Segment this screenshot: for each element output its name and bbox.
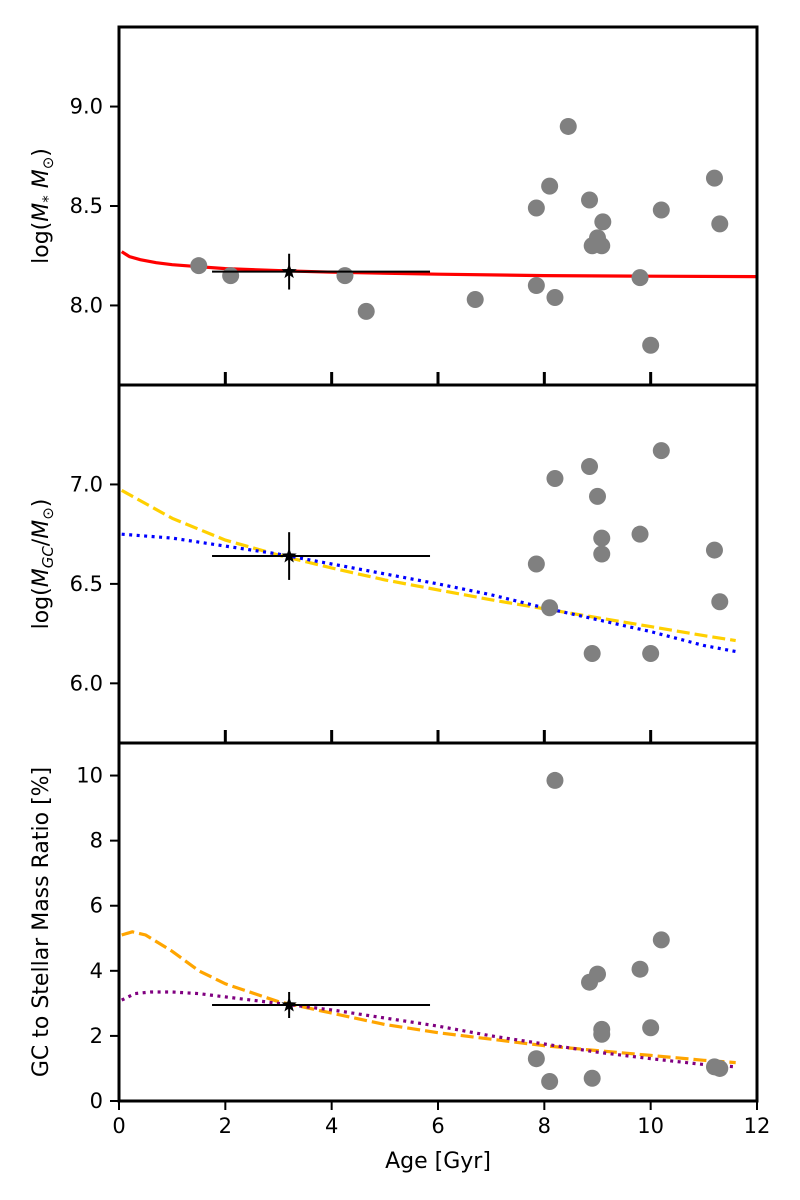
data-point <box>593 237 611 255</box>
gc-ratio-panel: 0 2 4 6 8 10 0 2 4 6 8 10 12 <box>76 741 771 1138</box>
data-point <box>705 541 723 559</box>
y-axis-label-gc-mass: log(MGC/M⊙) <box>29 499 57 630</box>
data-point <box>541 177 559 195</box>
data-point <box>527 199 545 217</box>
series-line-dashed <box>120 488 736 643</box>
y-tick-label: 8.5 <box>70 194 103 218</box>
y-tick-label: 8 <box>90 829 103 853</box>
data-point <box>583 645 601 662</box>
y-tick-label: 6.0 <box>70 671 103 695</box>
axes-frame <box>117 741 759 1103</box>
data-point <box>546 469 564 487</box>
data-point <box>546 288 564 306</box>
stellar-mass-panel: 8.0 8.5 9.0 <box>70 25 759 387</box>
data-point <box>642 645 660 662</box>
data-point <box>527 277 545 295</box>
y-tick-label: 10 <box>76 764 103 788</box>
data-point <box>222 267 240 285</box>
y-tick-label: 6.5 <box>70 572 103 596</box>
star-marker <box>281 548 297 563</box>
data-point <box>652 931 670 949</box>
data-point <box>527 1050 545 1068</box>
series-line-model <box>120 250 758 279</box>
data-point <box>631 960 649 978</box>
x-axis-label: Age [Gyr] <box>385 1149 491 1174</box>
y-tick-label: 7.0 <box>70 472 103 496</box>
data-point <box>631 525 649 543</box>
star-marker <box>281 263 297 279</box>
x-tick-label: 2 <box>219 1114 232 1138</box>
axes-frame <box>117 383 759 745</box>
y-tick-label: 8.0 <box>70 293 103 317</box>
data-point <box>711 593 729 611</box>
data-point <box>631 269 649 287</box>
x-tick-label: 6 <box>431 1114 444 1138</box>
data-point <box>593 545 611 563</box>
x-tick-label: 8 <box>538 1114 551 1138</box>
data-point <box>583 1069 601 1087</box>
series-line-dashed <box>121 930 736 1065</box>
star-marker <box>281 997 297 1012</box>
data-point <box>711 1059 729 1077</box>
x-tick-label: 4 <box>325 1114 338 1138</box>
data-point <box>594 213 612 231</box>
data-point <box>589 965 606 983</box>
data-point <box>642 1019 660 1037</box>
y-tick-label: 2 <box>90 1024 103 1048</box>
data-point <box>652 442 670 460</box>
y-tick-label: 6 <box>90 894 103 918</box>
data-point <box>466 290 484 308</box>
y-tick-label: 9.0 <box>70 95 103 119</box>
data-point <box>593 529 611 547</box>
data-point <box>559 117 577 135</box>
gc-mass-panel: 6.0 6.5 7.0 <box>70 383 759 745</box>
data-point <box>357 302 375 320</box>
data-point <box>593 1025 611 1043</box>
data-point <box>541 1072 559 1090</box>
data-point <box>589 487 606 505</box>
y-axis-label-gc-ratio: GC to Stellar Mass Ratio [%] <box>29 767 54 1077</box>
y-tick-label: 0 <box>90 1089 103 1113</box>
data-point <box>581 458 599 476</box>
data-point <box>541 599 559 617</box>
data-point <box>642 336 660 354</box>
data-point <box>705 169 723 187</box>
data-point <box>652 201 670 219</box>
y-axis-label-stellar-mass: log(M* M⊙) <box>29 148 57 264</box>
y-tick-label: 4 <box>90 959 103 983</box>
series-line-dotted <box>121 532 736 654</box>
data-point <box>336 267 354 285</box>
data-point <box>190 257 208 275</box>
x-tick-label: 12 <box>744 1114 771 1138</box>
data-point <box>527 555 545 573</box>
data-point <box>546 771 564 789</box>
data-point <box>711 215 729 233</box>
x-tick-label: 10 <box>637 1114 664 1138</box>
data-point <box>581 191 599 209</box>
x-tick-label: 0 <box>112 1114 125 1138</box>
